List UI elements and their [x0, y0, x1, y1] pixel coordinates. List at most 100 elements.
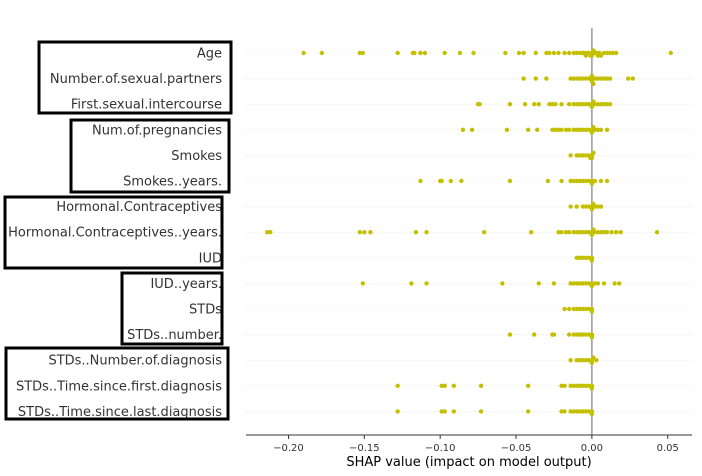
- data-point: [589, 73, 595, 79]
- data-point: [607, 50, 613, 56]
- data-point: [395, 383, 400, 388]
- data-point: [580, 153, 585, 158]
- data-point: [598, 102, 604, 107]
- feature-label: STDs..Time.since.first.diagnosis: [16, 379, 222, 394]
- data-point: [553, 102, 558, 107]
- data-point: [566, 230, 572, 235]
- data-point: [562, 383, 567, 388]
- data-point: [586, 332, 592, 337]
- data-point: [516, 50, 522, 56]
- data-point: [448, 178, 453, 184]
- data-point: [550, 127, 555, 132]
- data-point: [592, 76, 598, 81]
- data-point: [529, 230, 534, 235]
- data-point: [589, 335, 595, 340]
- data-point: [607, 102, 613, 107]
- data-point: [574, 383, 579, 388]
- data-point: [574, 76, 579, 81]
- feature-labels: Age Number.of.sexual.partners First.sexual…: [8, 47, 222, 420]
- data-point: [583, 281, 589, 286]
- data-point: [586, 76, 592, 81]
- feature-label: Age: [197, 47, 222, 62]
- feature-group-box: [120, 271, 224, 346]
- data-point: [601, 281, 607, 286]
- data-point: [481, 230, 487, 235]
- data-point: [586, 127, 592, 132]
- data-point: [574, 178, 579, 184]
- data-point: [566, 127, 572, 132]
- data-point: [613, 230, 619, 235]
- data-point: [566, 102, 572, 107]
- data-point: [598, 230, 604, 235]
- data-point: [568, 383, 573, 388]
- data-point: [580, 332, 585, 337]
- data-point: [571, 230, 576, 235]
- data-point: [360, 50, 366, 56]
- x-tick-label: −0.05: [501, 443, 532, 454]
- data-point: [586, 281, 592, 286]
- feature-label: STDs..number.: [127, 328, 222, 343]
- data-point: [574, 281, 579, 286]
- data-point: [525, 383, 531, 388]
- data-point: [601, 76, 607, 81]
- data-point: [547, 50, 552, 56]
- feature-label: Num.of.pregnancies: [92, 123, 222, 138]
- data-point: [574, 204, 579, 209]
- data-point: [507, 102, 513, 107]
- data-point: [580, 76, 585, 81]
- data-point: [604, 50, 610, 56]
- data-point: [583, 127, 589, 132]
- data-point: [577, 153, 582, 158]
- feature-label: Smokes..years.: [123, 175, 222, 190]
- row-guides: [246, 52, 692, 412]
- data-point: [583, 306, 589, 312]
- data-point: [589, 207, 595, 212]
- data-point: [559, 230, 564, 235]
- data-point: [319, 50, 325, 56]
- data-point: [442, 50, 447, 56]
- data-point: [532, 332, 537, 337]
- data-point: [574, 255, 579, 260]
- x-axis-title: SHAP value (impact on model output): [346, 455, 591, 470]
- data-point: [521, 76, 526, 81]
- data-point: [395, 409, 400, 414]
- data-point: [547, 102, 552, 107]
- data-point: [500, 281, 505, 286]
- data-point: [577, 127, 582, 132]
- data-point: [478, 409, 484, 414]
- data-point: [533, 50, 538, 56]
- data-point: [577, 306, 582, 312]
- data-point: [559, 178, 564, 184]
- data-point: [604, 178, 610, 184]
- data-point: [533, 76, 538, 81]
- data-point: [592, 204, 598, 209]
- data-point: [568, 358, 573, 363]
- data-point: [571, 76, 576, 81]
- data-point: [562, 409, 567, 414]
- data-point: [566, 50, 572, 56]
- data-point: [522, 102, 528, 107]
- feature-label: Hormonal.Contraceptives..years.: [8, 226, 222, 241]
- data-point: [577, 383, 582, 388]
- data-point: [424, 281, 429, 286]
- data-point: [618, 230, 623, 235]
- data-point: [604, 76, 610, 81]
- data-point: [595, 127, 601, 132]
- data-point: [457, 50, 463, 56]
- data-point: [412, 50, 417, 56]
- data-point: [362, 230, 367, 235]
- data-point: [594, 358, 599, 363]
- feature-label: IUD..years.: [150, 277, 222, 292]
- data-point: [568, 204, 573, 209]
- data-point: [586, 409, 592, 414]
- data-point: [580, 204, 585, 209]
- data-point: [598, 178, 604, 184]
- data-point: [504, 127, 510, 132]
- data-point: [583, 153, 589, 158]
- data-point: [553, 127, 558, 132]
- data-point: [583, 76, 589, 81]
- data-point: [583, 332, 589, 337]
- data-point: [595, 230, 601, 235]
- data-point: [580, 409, 585, 414]
- data-point: [592, 102, 598, 107]
